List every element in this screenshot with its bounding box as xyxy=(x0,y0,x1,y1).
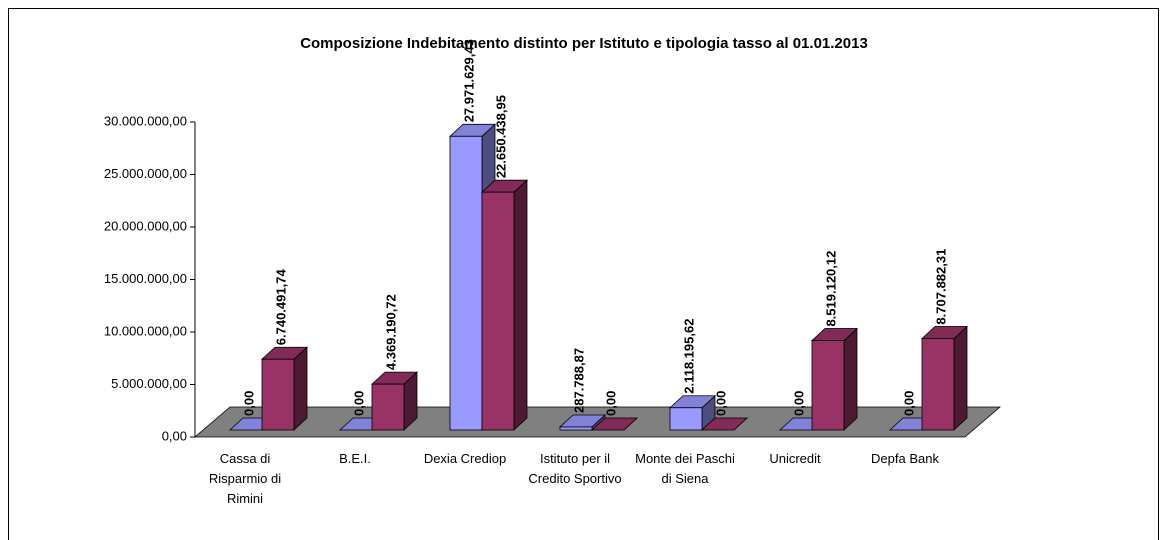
bar xyxy=(559,426,593,431)
x-tick-label: Dexia Crediop xyxy=(423,451,507,466)
chart-border xyxy=(8,8,1159,540)
bar xyxy=(371,383,405,431)
data-label: 0,00 xyxy=(241,391,256,416)
y-tick-label: 0,00 xyxy=(162,428,187,443)
x-tick-label: Cassa di Risparmio di Rimini xyxy=(208,451,282,506)
bar xyxy=(811,340,845,431)
y-tick-label: 15.000.000,00 xyxy=(104,271,187,286)
data-label: 0,00 xyxy=(791,391,806,416)
data-label: 22.650.438,95 xyxy=(493,95,508,178)
y-tick-label: 10.000.000,00 xyxy=(104,323,187,338)
bar xyxy=(921,338,955,431)
data-label: 6.740.491,74 xyxy=(273,269,288,346)
y-tick-label: 5.000.000,00 xyxy=(111,376,187,391)
x-tick-label: Monte dei Paschi di Siena xyxy=(635,451,735,486)
data-label: 0,00 xyxy=(603,391,618,416)
bar xyxy=(449,135,483,431)
x-tick-label: Istituto per il Credito Sportivo xyxy=(528,451,622,486)
x-tick-label: B.E.I. xyxy=(339,451,371,466)
data-label: 0,00 xyxy=(713,391,728,416)
y-tick-label: 20.000.000,00 xyxy=(104,218,187,233)
bar-top xyxy=(590,417,639,431)
data-label: 2.118.195,62 xyxy=(681,319,696,394)
bar xyxy=(669,407,703,431)
bar-side xyxy=(513,179,528,431)
data-label: 8.519.120,12 xyxy=(823,251,838,327)
bar xyxy=(261,358,295,431)
x-tick-label: Unicredit xyxy=(769,451,821,466)
data-label: 8.707.882,31 xyxy=(933,249,948,325)
data-label: 27.971.629,43 xyxy=(461,39,476,122)
data-label: 4.369.190,72 xyxy=(383,294,398,370)
bar-side xyxy=(953,325,968,431)
bar-top xyxy=(700,417,749,431)
bar-side xyxy=(843,327,858,431)
bar xyxy=(481,191,515,431)
data-label: 0,00 xyxy=(901,391,916,416)
y-tick-label: 30.000.000,00 xyxy=(104,113,187,128)
chart-title: Composizione Indebitamento distinto per … xyxy=(300,35,868,52)
x-tick-label: Depfa Bank xyxy=(871,451,939,466)
y-tick-label: 25.000.000,00 xyxy=(104,166,187,181)
bar-side xyxy=(293,346,308,431)
data-label: 0,00 xyxy=(351,391,366,416)
data-label: 287.788,87 xyxy=(571,348,586,413)
